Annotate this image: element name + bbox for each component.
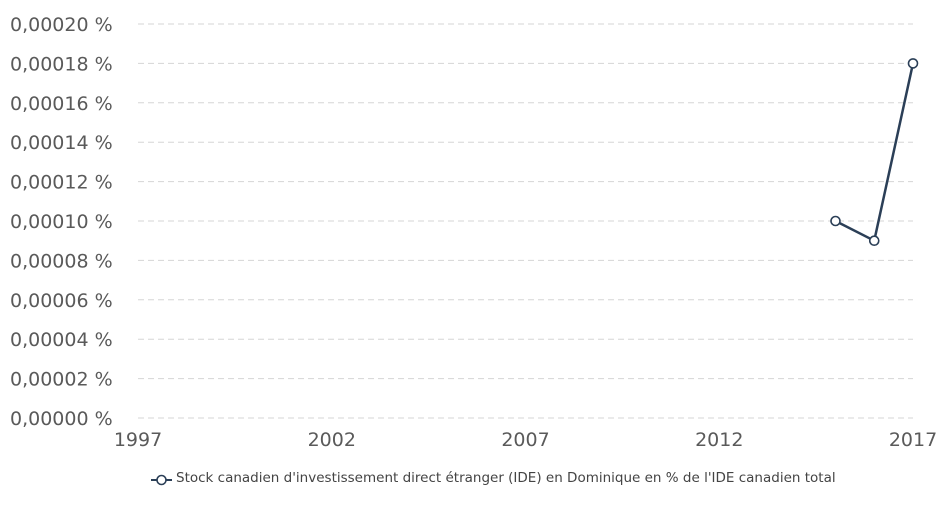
y-tick-label: 0,00016 % — [10, 93, 113, 115]
y-tick-label: 0,00010 % — [10, 211, 113, 233]
y-tick-label: 0,00012 % — [10, 172, 113, 194]
x-tick-label: 2017 — [889, 429, 937, 451]
series-layer — [830, 58, 919, 246]
x-tick-label: 2002 — [308, 429, 356, 451]
x-axis-tick-labels: 1997 2002 2007 2012 2017 — [114, 429, 937, 451]
x-tick-label: 1997 — [114, 429, 162, 451]
series-line — [834, 63, 915, 243]
data-point[interactable] — [868, 235, 880, 246]
legend[interactable]: Stock canadien d'investissement direct é… — [150, 470, 920, 490]
y-tick-label: 0,00004 % — [10, 329, 113, 351]
y-tick-label: 0,00014 % — [10, 132, 113, 154]
y-tick-label: 0,00020 % — [10, 14, 113, 36]
y-tick-label: 0,00018 % — [10, 53, 113, 75]
y-tick-label: 0,00008 % — [10, 250, 113, 272]
y-tick-label: 0,00000 % — [10, 408, 113, 430]
y-tick-label: 0,00006 % — [10, 290, 113, 312]
x-tick-label: 2012 — [695, 429, 743, 451]
legend-label: Stock canadien d'investissement direct é… — [176, 470, 836, 486]
data-point[interactable] — [907, 58, 919, 69]
legend-marker-icon — [151, 474, 172, 486]
y-axis-tick-labels: 0,00000 % 0,00002 % 0,00004 % 0,00006 % 0,00… — [10, 14, 113, 430]
x-tick-label: 2007 — [501, 429, 549, 451]
data-point[interactable] — [830, 215, 841, 227]
y-tick-label: 0,00002 % — [10, 369, 113, 391]
gridlines — [138, 23, 913, 419]
